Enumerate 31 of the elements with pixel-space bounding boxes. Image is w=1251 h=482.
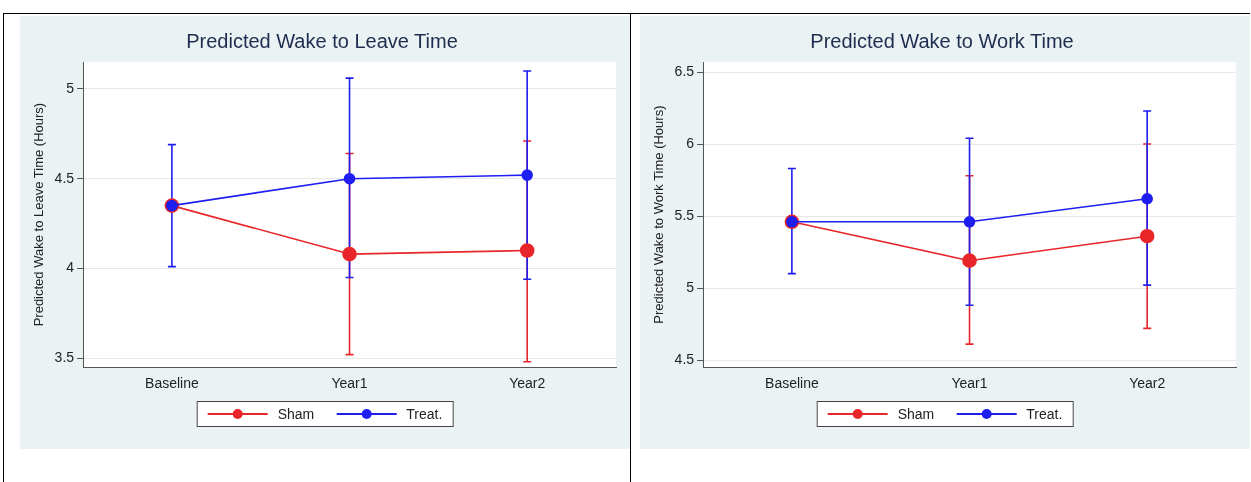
x-tick-label: Year1 [331,375,368,392]
legend-label: Sham [277,406,315,422]
y-tick-label: 4.5 [674,350,695,367]
y-axis-title: Predicted Wake to Leave Time (Hours) [31,102,47,327]
y-tick-label: 5 [66,79,75,96]
x-tick-label: Baseline [765,375,819,392]
point [1141,192,1153,205]
point [519,243,535,258]
legend-label: Treat. [1026,406,1063,422]
x-tick-label: Year2 [509,375,546,392]
point [521,169,533,181]
point [342,246,357,262]
point [1139,228,1155,244]
y-tick-label: 3.5 [54,349,75,366]
x-tick-label: Baseline [145,375,199,392]
y-tick-label: 4 [66,259,75,276]
point [962,253,977,268]
y-tick-label: 5 [686,278,695,295]
y-tick-label: 6.5 [674,62,695,79]
chart-title: Predicted Wake to Leave Time [186,29,458,52]
chart-title: Predicted Wake to Work Time [810,29,1074,52]
legend-label: Sham [897,406,935,422]
legend-label: Treat. [406,406,443,422]
x-tick-label: Year2 [1129,375,1166,392]
x-tick-label: Year1 [951,375,988,392]
y-tick-label: 4.5 [54,169,75,186]
y-tick-label: 6 [686,134,695,151]
y-axis-title: Predicted Wake to Work Time (Hours) [651,105,667,324]
point [343,172,356,185]
y-tick-label: 5.5 [674,206,695,223]
point [963,216,976,228]
